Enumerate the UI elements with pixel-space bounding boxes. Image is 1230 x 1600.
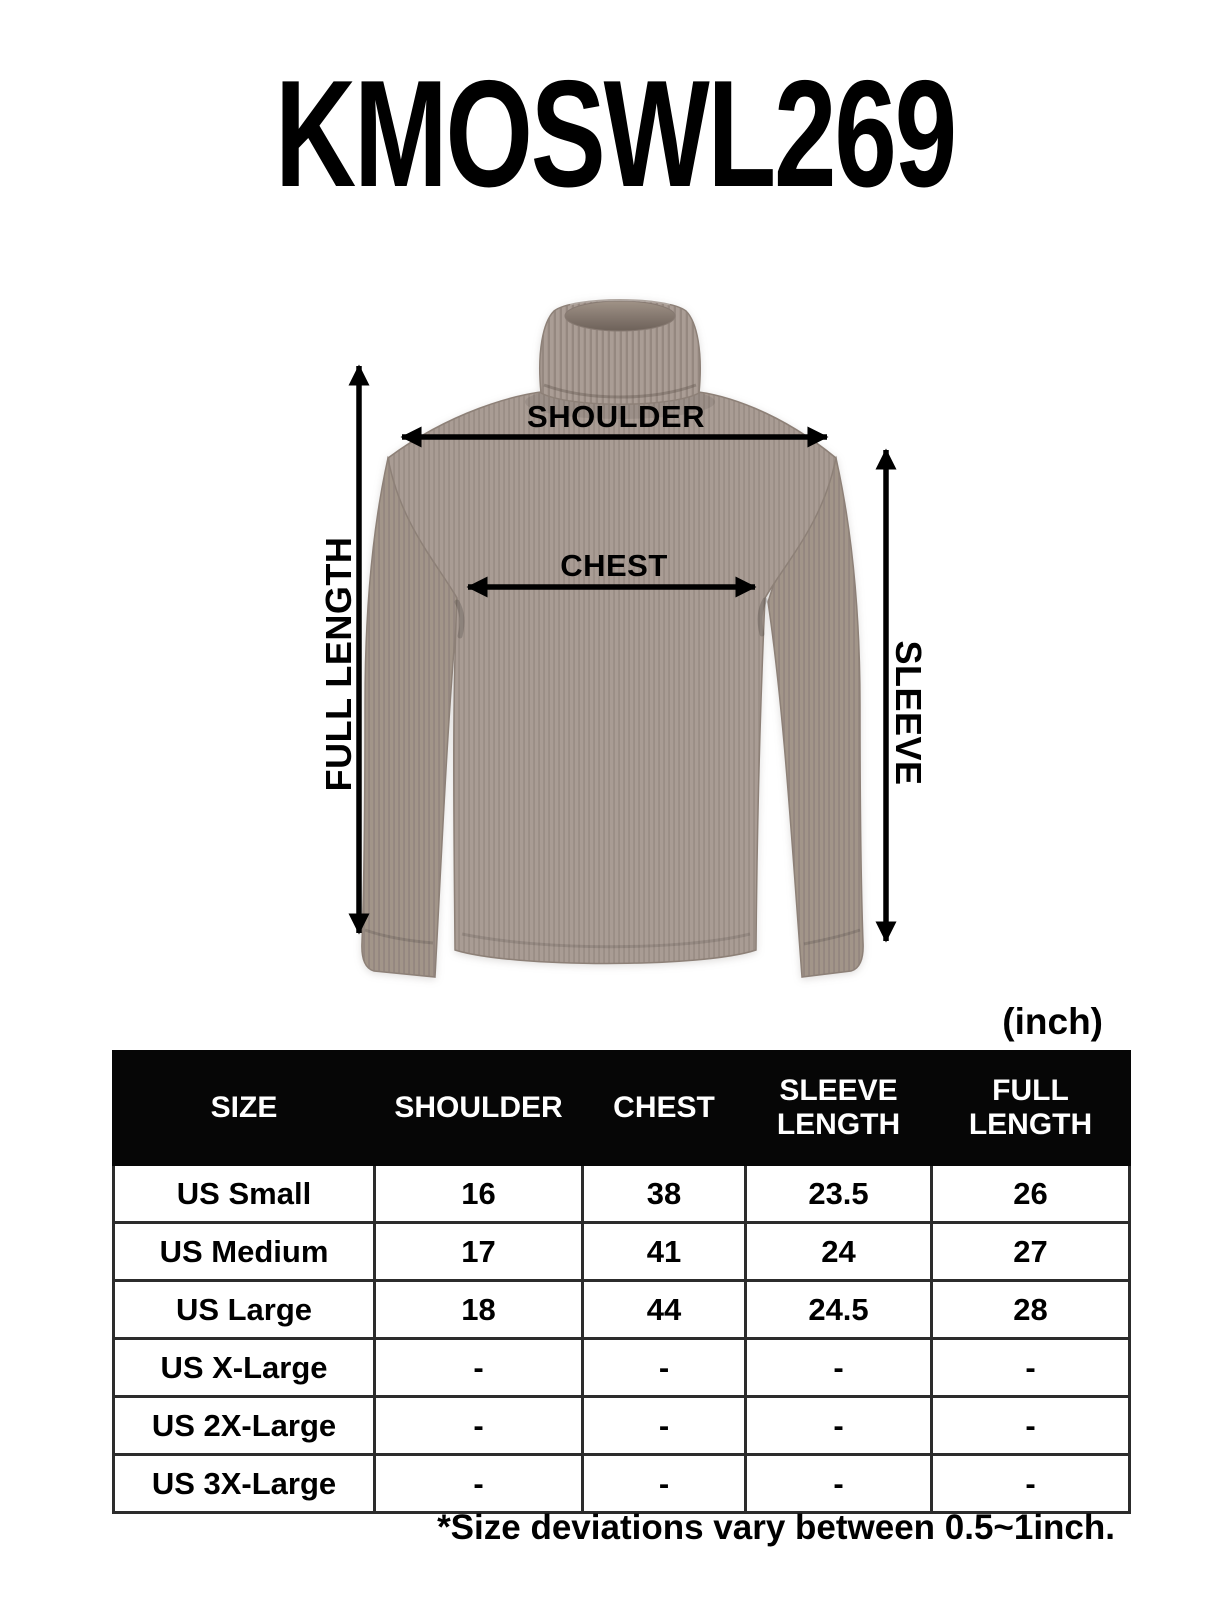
value-cell: - xyxy=(930,1453,1131,1514)
column-header-chest: CHEST xyxy=(581,1050,747,1166)
right-cuff-seam xyxy=(803,928,861,946)
size-cell: US 3X-Large xyxy=(112,1453,376,1514)
size-cell: US Small xyxy=(112,1163,376,1224)
table-row: US 3X-Large - - - - xyxy=(112,1453,1131,1514)
value-cell: - xyxy=(744,1453,933,1514)
table-row: US Small 16 38 23.5 26 xyxy=(112,1163,1131,1224)
value-cell: 28 xyxy=(930,1279,1131,1340)
hem-seam xyxy=(461,932,751,949)
value-cell: - xyxy=(930,1337,1131,1398)
left-armpit-shadow xyxy=(454,599,465,639)
footnote: *Size deviations vary between 0.5~1inch. xyxy=(437,1508,1115,1547)
collar-rim-highlight xyxy=(569,298,671,306)
size-cell: US Large xyxy=(112,1279,376,1340)
value-cell: 24 xyxy=(744,1221,933,1282)
size-cell: US X-Large xyxy=(112,1337,376,1398)
value-cell: 24.5 xyxy=(744,1279,933,1340)
value-cell: - xyxy=(581,1337,747,1398)
value-cell: - xyxy=(581,1395,747,1456)
column-header-size: SIZE xyxy=(112,1050,376,1166)
value-cell: - xyxy=(373,1395,584,1456)
value-cell: 17 xyxy=(373,1221,584,1282)
table-row: US 2X-Large - - - - xyxy=(112,1395,1131,1456)
column-header-full-length: FULL LENGTH xyxy=(930,1050,1131,1166)
table-row: US X-Large - - - - xyxy=(112,1337,1131,1398)
torso xyxy=(387,390,837,965)
right-sleeve xyxy=(767,455,864,978)
value-cell: - xyxy=(373,1337,584,1398)
shoulder-label: SHOULDER xyxy=(527,399,705,434)
value-cell: 26 xyxy=(930,1163,1131,1224)
unit-label: (inch) xyxy=(1002,1001,1103,1042)
collar-opening xyxy=(564,300,676,332)
value-cell: - xyxy=(581,1453,747,1514)
column-header-shoulder: SHOULDER xyxy=(373,1050,584,1166)
table-row: US Medium 17 41 24 27 xyxy=(112,1221,1131,1282)
sleeve-label: SLEEVE xyxy=(888,640,929,786)
value-cell: - xyxy=(744,1395,933,1456)
table-row: US Large 18 44 24.5 28 xyxy=(112,1279,1131,1340)
size-cell: US Medium xyxy=(112,1221,376,1282)
size-cell: US 2X-Large xyxy=(112,1395,376,1456)
sweater-illustration xyxy=(361,298,864,978)
value-cell: - xyxy=(744,1337,933,1398)
value-cell: 27 xyxy=(930,1221,1131,1282)
value-cell: 18 xyxy=(373,1279,584,1340)
left-cuff-seam xyxy=(364,928,434,945)
value-cell: 16 xyxy=(373,1163,584,1224)
header-row: SIZE SHOULDER CHEST SLEEVE LENGTH FULL L… xyxy=(112,1050,1131,1166)
value-cell: 44 xyxy=(581,1279,747,1340)
value-cell: 38 xyxy=(581,1163,747,1224)
right-armpit-shadow xyxy=(757,597,768,637)
full-length-label: FULL LENGTH xyxy=(318,536,359,792)
chest-label: CHEST xyxy=(560,548,668,583)
column-header-sleeve-length: SLEEVE LENGTH xyxy=(744,1050,933,1166)
value-cell: 41 xyxy=(581,1221,747,1282)
value-cell: - xyxy=(373,1453,584,1514)
collar-fold-line xyxy=(543,383,697,399)
size-table: SIZE SHOULDER CHEST SLEEVE LENGTH FULL L… xyxy=(112,1050,1131,1514)
value-cell: 23.5 xyxy=(744,1163,933,1224)
value-cell: - xyxy=(930,1395,1131,1456)
page-title: KMOSWL269 xyxy=(274,49,957,219)
